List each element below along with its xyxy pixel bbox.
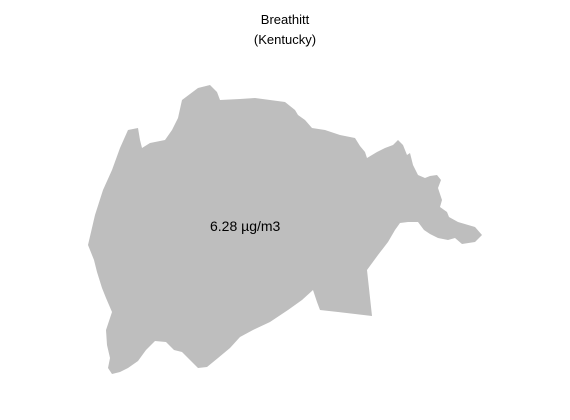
map-title: Breathitt bbox=[260, 12, 310, 27]
region-value-label: 6.28 µg/m3 bbox=[210, 218, 281, 234]
map-subtitle: (Kentucky) bbox=[253, 32, 317, 47]
county-region-breathitt bbox=[88, 85, 482, 374]
